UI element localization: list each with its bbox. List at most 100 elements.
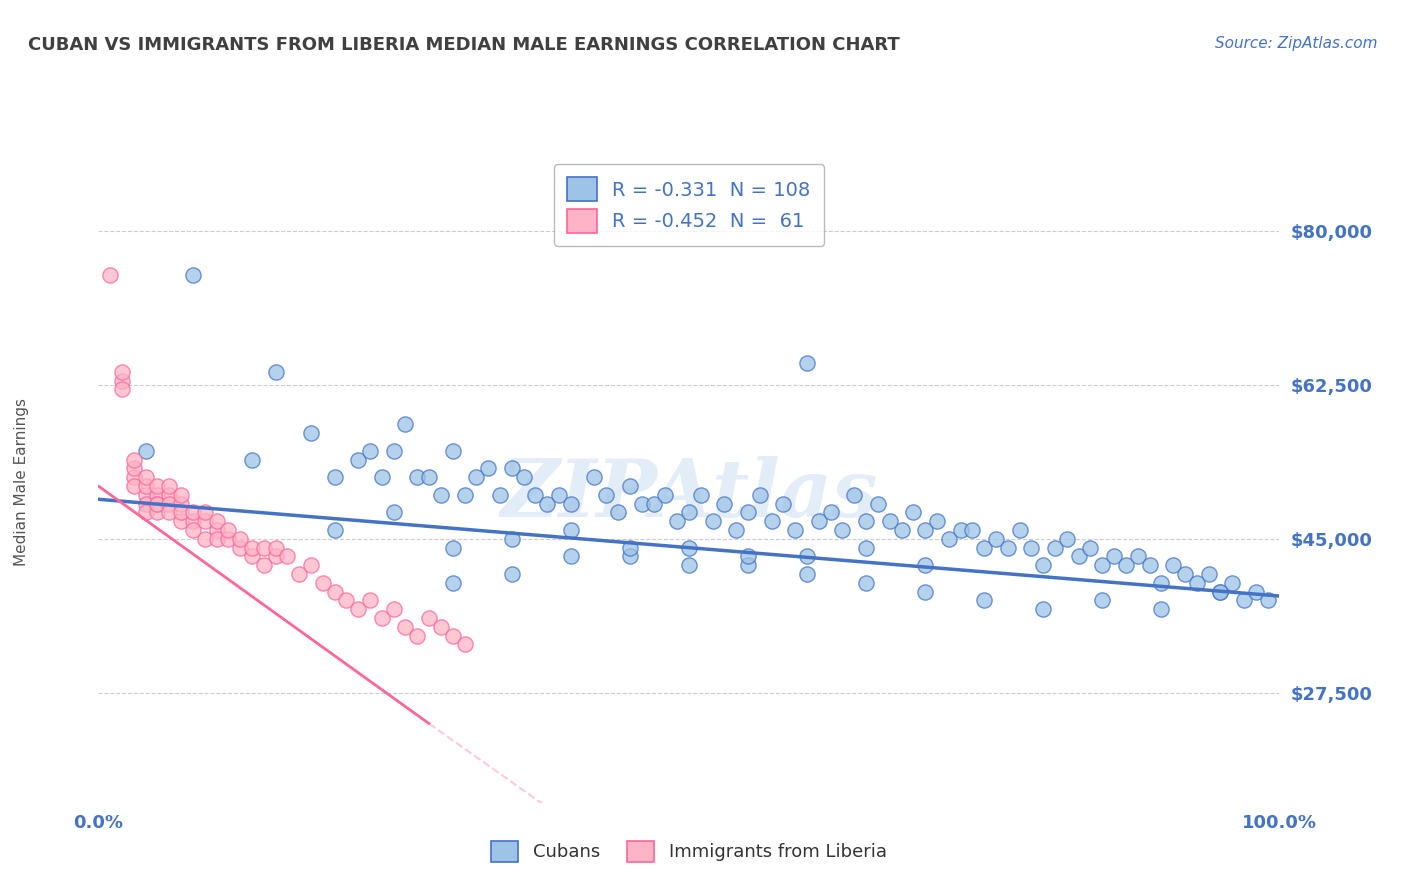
- Point: [382, 443, 405, 458]
- Point: [1043, 541, 1066, 555]
- Point: [536, 497, 558, 511]
- Point: [441, 541, 464, 555]
- Point: [512, 470, 534, 484]
- Point: [962, 523, 984, 537]
- Point: [938, 532, 960, 546]
- Point: [619, 549, 641, 564]
- Point: [181, 523, 204, 537]
- Point: [323, 470, 346, 484]
- Point: [855, 575, 877, 590]
- Point: [394, 620, 416, 634]
- Point: [276, 549, 298, 564]
- Point: [181, 506, 204, 520]
- Point: [855, 514, 877, 528]
- Point: [170, 497, 193, 511]
- Point: [643, 497, 665, 511]
- Point: [347, 602, 370, 616]
- Point: [1185, 575, 1208, 590]
- Point: [1161, 558, 1184, 573]
- Point: [170, 514, 193, 528]
- Point: [382, 506, 405, 520]
- Point: [122, 470, 145, 484]
- Point: [785, 523, 807, 537]
- Point: [1091, 558, 1114, 573]
- Point: [973, 541, 995, 555]
- Point: [323, 523, 346, 537]
- Point: [1008, 523, 1031, 537]
- Point: [181, 268, 204, 282]
- Point: [678, 506, 700, 520]
- Point: [146, 479, 169, 493]
- Point: [654, 488, 676, 502]
- Text: CUBAN VS IMMIGRANTS FROM LIBERIA MEDIAN MALE EARNINGS CORRELATION CHART: CUBAN VS IMMIGRANTS FROM LIBERIA MEDIAN …: [28, 36, 900, 54]
- Point: [430, 488, 453, 502]
- Point: [807, 514, 830, 528]
- Point: [1257, 593, 1279, 607]
- Point: [135, 488, 157, 502]
- Point: [1126, 549, 1149, 564]
- Point: [1174, 567, 1197, 582]
- Point: [205, 523, 228, 537]
- Point: [194, 514, 217, 528]
- Point: [122, 479, 145, 493]
- Point: [560, 549, 582, 564]
- Point: [501, 532, 523, 546]
- Point: [914, 584, 936, 599]
- Point: [264, 541, 287, 555]
- Point: [418, 611, 440, 625]
- Point: [748, 488, 770, 502]
- Point: [122, 461, 145, 475]
- Point: [820, 506, 842, 520]
- Point: [583, 470, 606, 484]
- Point: [98, 268, 121, 282]
- Point: [453, 637, 475, 651]
- Point: [146, 497, 169, 511]
- Point: [1220, 575, 1243, 590]
- Point: [253, 541, 276, 555]
- Point: [441, 629, 464, 643]
- Point: [253, 558, 276, 573]
- Point: [560, 523, 582, 537]
- Point: [170, 488, 193, 502]
- Point: [170, 506, 193, 520]
- Point: [678, 541, 700, 555]
- Point: [548, 488, 571, 502]
- Point: [264, 365, 287, 379]
- Point: [1209, 584, 1232, 599]
- Point: [1209, 584, 1232, 599]
- Point: [453, 488, 475, 502]
- Point: [619, 541, 641, 555]
- Point: [229, 541, 252, 555]
- Point: [524, 488, 547, 502]
- Point: [240, 541, 263, 555]
- Point: [607, 506, 630, 520]
- Point: [501, 461, 523, 475]
- Point: [264, 549, 287, 564]
- Point: [441, 575, 464, 590]
- Point: [866, 497, 889, 511]
- Point: [689, 488, 711, 502]
- Point: [299, 426, 322, 441]
- Point: [406, 470, 429, 484]
- Point: [489, 488, 512, 502]
- Point: [371, 611, 394, 625]
- Point: [879, 514, 901, 528]
- Point: [146, 506, 169, 520]
- Point: [997, 541, 1019, 555]
- Point: [205, 532, 228, 546]
- Point: [914, 558, 936, 573]
- Point: [796, 356, 818, 370]
- Point: [111, 365, 134, 379]
- Point: [240, 549, 263, 564]
- Point: [737, 558, 759, 573]
- Point: [501, 567, 523, 582]
- Point: [796, 567, 818, 582]
- Point: [194, 532, 217, 546]
- Point: [925, 514, 948, 528]
- Point: [831, 523, 853, 537]
- Point: [666, 514, 689, 528]
- Point: [347, 452, 370, 467]
- Point: [157, 497, 180, 511]
- Point: [122, 452, 145, 467]
- Point: [1198, 567, 1220, 582]
